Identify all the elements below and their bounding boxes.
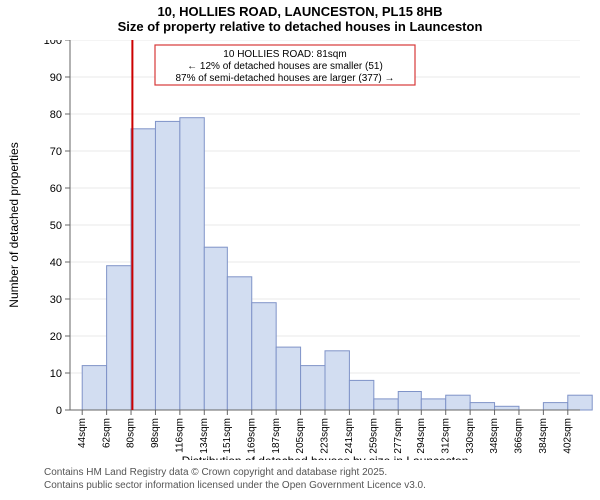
svg-text:384sqm: 384sqm: [538, 418, 549, 454]
footer-attribution: Contains HM Land Registry data © Crown c…: [44, 467, 426, 492]
footer-line-1: Contains HM Land Registry data © Crown c…: [44, 467, 426, 480]
svg-text:70: 70: [50, 146, 62, 158]
svg-text:90: 90: [50, 72, 62, 84]
svg-text:50: 50: [50, 220, 62, 232]
svg-text:259sqm: 259sqm: [368, 418, 379, 454]
svg-text:10 HOLLIES ROAD: 81sqm: 10 HOLLIES ROAD: 81sqm: [223, 49, 346, 60]
svg-text:44sqm: 44sqm: [77, 418, 88, 448]
svg-text:80: 80: [50, 109, 62, 121]
svg-text:330sqm: 330sqm: [465, 418, 476, 454]
histogram-chart: 0 10 20 30 40 50 60 70 80 90 100 44sqm 62sqm 80sqm 98s…: [0, 40, 600, 460]
svg-text:277sqm: 277sqm: [393, 418, 404, 454]
svg-text:294sqm: 294sqm: [416, 418, 427, 454]
svg-text:312sqm: 312sqm: [440, 418, 451, 454]
svg-text:187sqm: 187sqm: [271, 418, 282, 454]
title-subtitle: Size of property relative to detached ho…: [0, 19, 600, 34]
svg-text:10: 10: [50, 368, 62, 380]
svg-text:100: 100: [44, 40, 62, 47]
svg-text:80sqm: 80sqm: [126, 418, 137, 448]
svg-text:40: 40: [50, 257, 62, 269]
y-axis-label: Number of detached properties: [7, 142, 21, 307]
svg-text:116sqm: 116sqm: [175, 418, 186, 453]
footer-line-2: Contains public sector information licen…: [44, 480, 426, 493]
svg-text:62sqm: 62sqm: [101, 418, 112, 448]
svg-text:366sqm: 366sqm: [514, 418, 525, 454]
svg-text:241sqm: 241sqm: [344, 418, 355, 454]
svg-text:223sqm: 223sqm: [320, 418, 331, 454]
svg-text:0: 0: [56, 405, 62, 417]
svg-text:348sqm: 348sqm: [489, 418, 500, 454]
svg-text:20: 20: [50, 331, 62, 343]
svg-text:87% of semi-detached houses ar: 87% of semi-detached houses are larger (…: [175, 73, 394, 84]
svg-text:98sqm: 98sqm: [150, 418, 161, 448]
svg-text:205sqm: 205sqm: [295, 418, 306, 454]
svg-text:60: 60: [50, 183, 62, 195]
svg-text:134sqm: 134sqm: [199, 418, 210, 454]
chart-container: 0 10 20 30 40 50 60 70 80 90 100 44sqm 62sqm 80sqm 98s…: [0, 40, 600, 460]
x-axis-label: Distribution of detached houses by size …: [182, 454, 469, 460]
svg-text:402sqm: 402sqm: [562, 418, 573, 454]
svg-text:← 12% of detached houses are s: ← 12% of detached houses are smaller (51…: [187, 61, 383, 72]
svg-text:151sqm: 151sqm: [222, 418, 233, 454]
title-address: 10, HOLLIES ROAD, LAUNCESTON, PL15 8HB: [0, 4, 600, 19]
svg-text:30: 30: [50, 294, 62, 306]
chart-title-block: 10, HOLLIES ROAD, LAUNCESTON, PL15 8HB S…: [0, 0, 600, 34]
svg-text:169sqm: 169sqm: [246, 418, 257, 454]
